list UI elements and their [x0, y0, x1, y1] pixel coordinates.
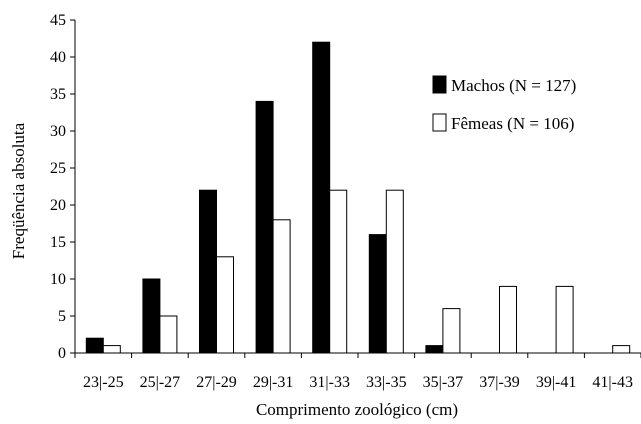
- x-axis-label: Comprimento zoológico (cm): [256, 400, 458, 419]
- y-tick-label-8: 40: [50, 49, 66, 66]
- y-tick-label-4: 20: [50, 197, 66, 214]
- bar-machos-0: [85, 337, 104, 354]
- bar-femeas-6: [442, 308, 461, 354]
- legend: Machos (N = 127) Fêmeas (N = 106): [432, 75, 576, 133]
- y-tick-label-1: 5: [58, 308, 66, 325]
- y-tick-label-2: 10: [50, 271, 66, 288]
- bars-layer: [85, 41, 631, 354]
- x-tick-label-7: 37|-39: [479, 374, 520, 391]
- x-tick-label-6: 35|-37: [423, 374, 464, 391]
- x-tick-label-2: 27|-29: [196, 374, 237, 391]
- x-tick-label-5: 33|-35: [366, 374, 407, 391]
- x-tick-label-1: 25|-27: [140, 374, 181, 391]
- y-tick-label-3: 15: [50, 234, 66, 251]
- axes-layer: [70, 19, 641, 358]
- y-tick-label-7: 35: [50, 86, 66, 103]
- bar-machos-6: [425, 345, 444, 354]
- legend-swatch-femeas: [432, 113, 447, 132]
- legend-label-femeas: Fêmeas (N = 106): [451, 114, 574, 133]
- x-tick-label-8: 39|-41: [536, 374, 577, 391]
- bar-femeas-1: [159, 315, 178, 354]
- bar-femeas-3: [272, 219, 291, 354]
- bar-femeas-5: [385, 189, 404, 354]
- bar-femeas-8: [555, 285, 574, 354]
- x-tick-label-9: 41|-43: [592, 374, 633, 391]
- y-tick-label-6: 30: [50, 123, 66, 140]
- bar-femeas-9: [612, 345, 631, 354]
- bar-machos-3: [255, 100, 274, 354]
- bar-machos-5: [368, 234, 387, 354]
- legend-swatch-machos: [432, 75, 447, 94]
- x-tick-labels: 23|-25 25|-27 27|-29 29|-31 31|-33 33|-35 35|-…: [83, 374, 633, 391]
- x-tick-label-0: 23|-25: [83, 374, 124, 391]
- bar-machos-2: [199, 189, 217, 354]
- bar-femeas-4: [329, 189, 348, 354]
- x-tick-label-4: 31|-33: [309, 374, 350, 391]
- y-axis-label: Freqüência absoluta: [9, 122, 28, 259]
- y-tick-label-9: 45: [50, 12, 66, 29]
- bar-femeas-0: [102, 345, 121, 354]
- x-tick-label-3: 29|-31: [253, 374, 294, 391]
- bar-machos-4: [312, 41, 331, 354]
- y-tick-labels: 0 5 10 15 20 25 30 35 40 45: [50, 12, 66, 362]
- bar-machos-1: [142, 278, 161, 354]
- bar-femeas-2: [216, 256, 234, 354]
- legend-label-machos: Machos (N = 127): [451, 76, 576, 95]
- y-tick-label-0: 0: [58, 345, 66, 362]
- bar-femeas-7: [499, 285, 517, 354]
- y-tick-label-5: 25: [50, 160, 66, 177]
